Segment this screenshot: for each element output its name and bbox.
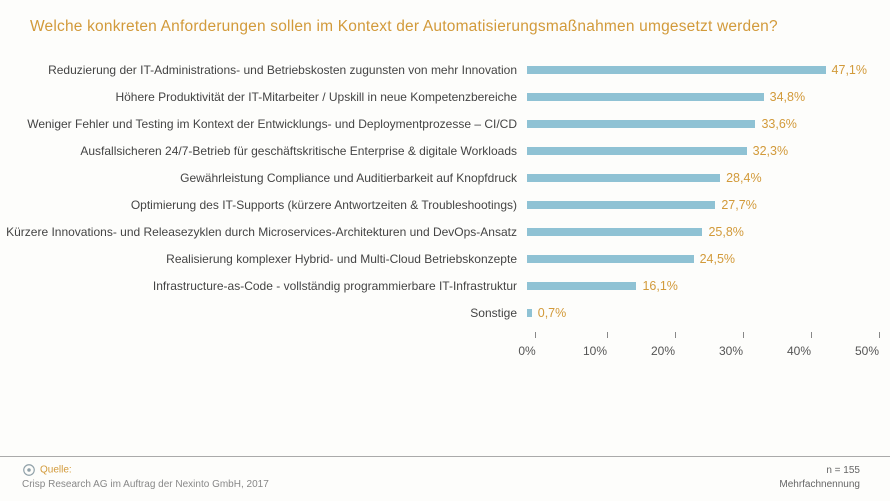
x-tick: 20% — [663, 332, 687, 358]
tick-mark — [743, 332, 744, 338]
x-axis: 0%10%20%30%40%50% — [30, 332, 860, 360]
bar-track: 32,3% — [527, 137, 867, 164]
bar — [527, 255, 694, 263]
bar — [527, 309, 532, 317]
tick-label: 0% — [518, 344, 535, 358]
bar-label: Sonstige — [470, 306, 527, 320]
bar-value: 34,8% — [770, 90, 805, 104]
bar-label: Ausfallsicheren 24/7-Betrieb für geschäf… — [80, 144, 527, 158]
bar — [527, 147, 747, 155]
source-text: Crisp Research AG im Auftrag der Nexinto… — [22, 479, 269, 490]
bar — [527, 93, 764, 101]
quelle-label: Quelle: — [40, 465, 72, 476]
bar — [527, 66, 826, 74]
tick-label: 10% — [583, 344, 607, 358]
bar-label: Realisierung komplexer Hybrid- und Multi… — [166, 252, 527, 266]
bar-track: 27,7% — [527, 191, 867, 218]
bar — [527, 120, 755, 128]
tick-label: 30% — [719, 344, 743, 358]
x-axis-ticks: 0%10%20%30%40%50% — [527, 332, 867, 360]
tick-mark — [675, 332, 676, 338]
bar — [527, 228, 702, 236]
bar-row: Höhere Produktivität der IT-Mitarbeiter … — [30, 83, 860, 110]
logo-icon — [22, 463, 36, 477]
footer: Quelle: Crisp Research AG im Auftrag der… — [0, 456, 890, 501]
bar-row: Ausfallsicheren 24/7-Betrieb für geschäf… — [30, 137, 860, 164]
tick-mark — [879, 332, 880, 338]
x-tick: 0% — [527, 332, 544, 358]
bar-track: 16,1% — [527, 272, 867, 299]
n-label: n = 155 — [779, 464, 860, 478]
bar-row: Weniger Fehler und Testing im Kontext de… — [30, 110, 860, 137]
sample-info: n = 155 Mehrfachnennung — [779, 464, 860, 491]
bar-value: 27,7% — [721, 198, 756, 212]
source-block: Quelle: Crisp Research AG im Auftrag der… — [22, 463, 269, 491]
bar-value: 28,4% — [726, 171, 761, 185]
bar-track: 0,7% — [527, 299, 867, 326]
bar-value: 16,1% — [642, 279, 677, 293]
tick-label: 50% — [855, 344, 879, 358]
bar-label: Weniger Fehler und Testing im Kontext de… — [27, 117, 527, 131]
bar-chart: Reduzierung der IT-Administrations- und … — [30, 56, 860, 326]
x-tick: 40% — [799, 332, 823, 358]
x-tick: 50% — [867, 332, 890, 358]
bar — [527, 282, 636, 290]
bar-row: Kürzere Innovations- und Releasezyklen d… — [30, 218, 860, 245]
bar-label: Höhere Produktivität der IT-Mitarbeiter … — [115, 90, 527, 104]
bar-label: Reduzierung der IT-Administrations- und … — [48, 63, 527, 77]
x-tick: 30% — [731, 332, 755, 358]
note-label: Mehrfachnennung — [779, 478, 860, 492]
tick-label: 20% — [651, 344, 675, 358]
bar-row: Gewährleistung Compliance und Auditierba… — [30, 164, 860, 191]
bar-value: 24,5% — [700, 252, 735, 266]
bar-row: Reduzierung der IT-Administrations- und … — [30, 56, 860, 83]
bar-label: Optimierung des IT-Supports (kürzere Ant… — [131, 198, 527, 212]
bar-value: 25,8% — [708, 225, 743, 239]
bar-value: 0,7% — [538, 306, 567, 320]
bar — [527, 201, 715, 209]
bar-label: Kürzere Innovations- und Releasezyklen d… — [6, 225, 527, 239]
bar-track: 24,5% — [527, 245, 867, 272]
tick-mark — [811, 332, 812, 338]
chart-title: Welche konkreten Anforderungen sollen im… — [30, 18, 860, 36]
bar-row: Realisierung komplexer Hybrid- und Multi… — [30, 245, 860, 272]
bar-track: 34,8% — [527, 83, 867, 110]
bar-value: 32,3% — [753, 144, 788, 158]
bar-row: Infrastructure-as-Code - vollständig pro… — [30, 272, 860, 299]
bar-track: 28,4% — [527, 164, 867, 191]
bar-track: 25,8% — [527, 218, 867, 245]
chart-container: Welche konkreten Anforderungen sollen im… — [0, 0, 890, 501]
bar-value: 47,1% — [832, 63, 867, 77]
bar-value: 33,6% — [761, 117, 796, 131]
x-tick: 10% — [595, 332, 619, 358]
tick-mark — [607, 332, 608, 338]
bar-track: 47,1% — [527, 56, 867, 83]
bar-row: Optimierung des IT-Supports (kürzere Ant… — [30, 191, 860, 218]
tick-mark — [535, 332, 536, 338]
tick-label: 40% — [787, 344, 811, 358]
bar-row: Sonstige 0,7% — [30, 299, 860, 326]
bar-label: Infrastructure-as-Code - vollständig pro… — [153, 279, 527, 293]
bar-label: Gewährleistung Compliance und Auditierba… — [180, 171, 527, 185]
bar — [527, 174, 720, 182]
bar-track: 33,6% — [527, 110, 867, 137]
